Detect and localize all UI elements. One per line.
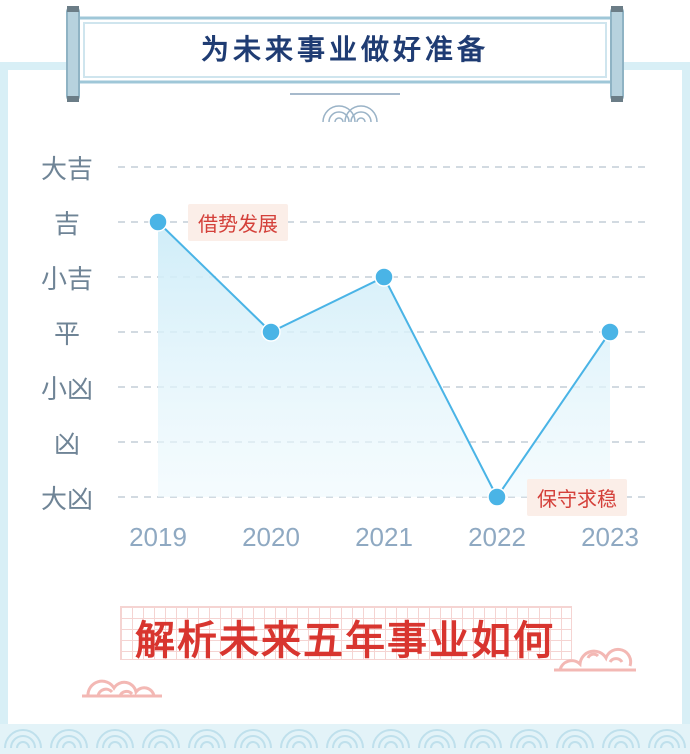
banner-title: 为未来事业做好准备: [200, 33, 489, 66]
chart-area-fill: [158, 222, 610, 497]
y-tick-label: 大吉: [40, 155, 93, 185]
sea-waves-icon: [0, 724, 690, 754]
footer-grid-paper: [120, 606, 572, 660]
wave-ornament-icon: [290, 93, 400, 123]
x-tick-label: 2019: [129, 522, 187, 552]
data-point: [148, 212, 168, 232]
annotation-label: 保守求稳: [527, 479, 627, 516]
footer-title-text: 解析未来五年事业如何: [135, 617, 555, 664]
data-point: [261, 322, 281, 342]
y-tick-label: 大凶: [40, 485, 93, 515]
x-tick-label: 2020: [242, 522, 300, 552]
data-point: [600, 322, 620, 342]
data-point: [487, 487, 507, 507]
y-tick-label: 凶: [53, 430, 80, 460]
x-tick-label: 2022: [468, 522, 526, 552]
y-tick-label: 小吉: [40, 265, 93, 295]
cloud-left-icon: [82, 679, 162, 698]
annotation-label: 借势发展: [188, 204, 288, 241]
x-tick-label: 2023: [581, 522, 639, 552]
y-tick-label: 小凶: [40, 375, 93, 405]
x-tick-label: 2021: [355, 522, 413, 552]
footer-title: 解析未来五年事业如何: [120, 606, 572, 664]
y-tick-label: 平: [53, 320, 80, 350]
y-tick-label: 吉: [53, 210, 80, 240]
cloud-right-icon: [554, 647, 636, 672]
scroll-banner: [66, 6, 624, 102]
data-point: [374, 267, 394, 287]
